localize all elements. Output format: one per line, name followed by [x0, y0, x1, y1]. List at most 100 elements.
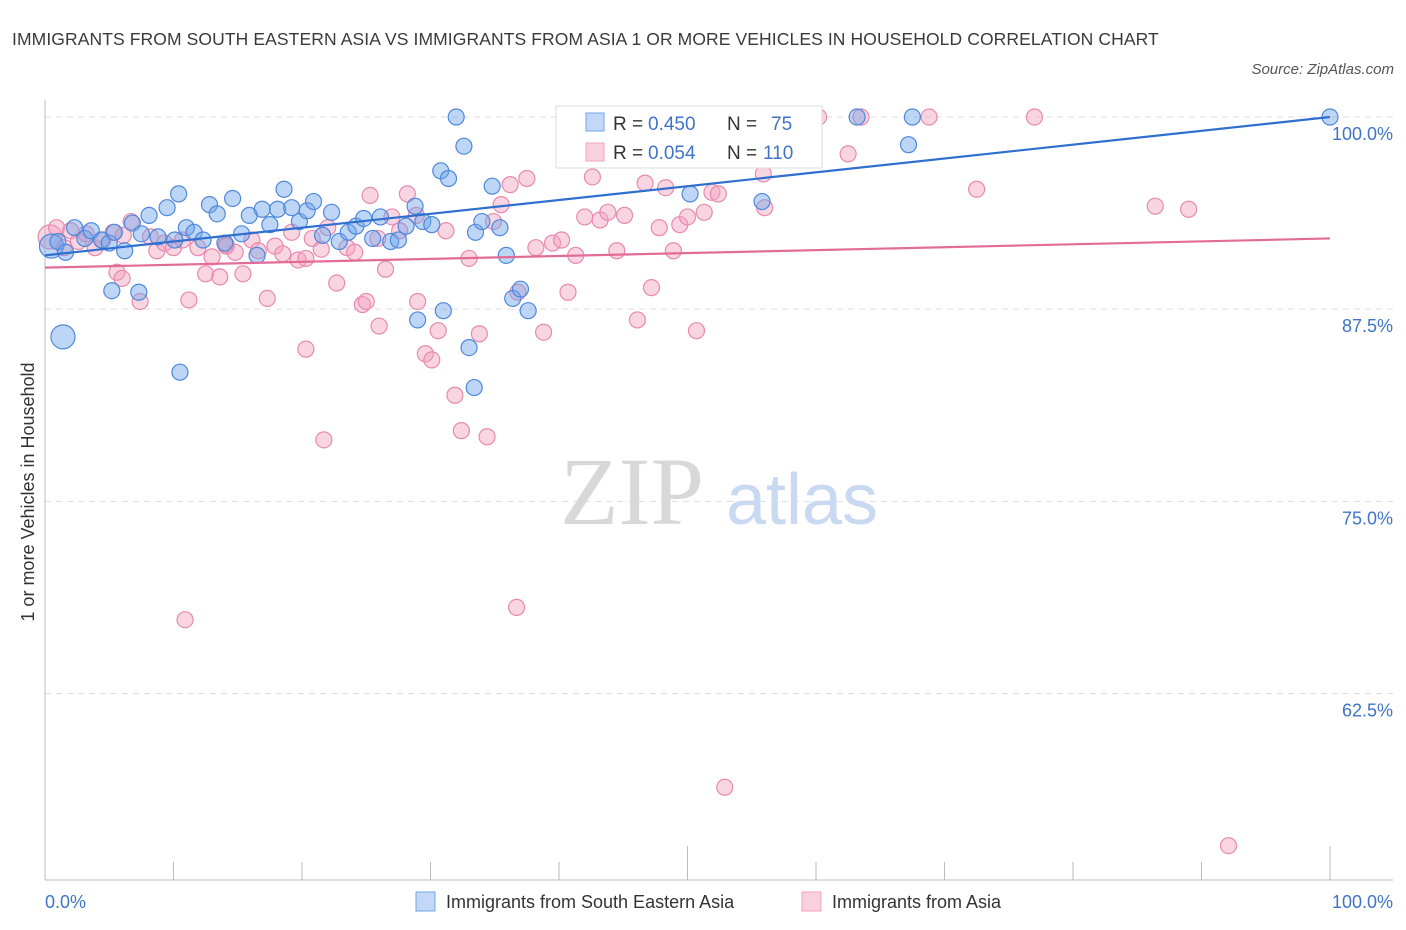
sea-point	[447, 108, 465, 126]
watermark-zip: ZIP	[560, 438, 704, 545]
sea-point	[406, 197, 424, 215]
asia-point	[452, 422, 470, 440]
sea-point	[439, 169, 458, 188]
asia-point	[920, 108, 938, 126]
axes	[44, 100, 1393, 881]
sea-point	[140, 206, 158, 224]
sea-point	[298, 202, 316, 220]
sea-point	[397, 217, 415, 235]
stats-pink-r: 0.054	[648, 143, 696, 164]
asia-point	[695, 203, 713, 221]
sea-point	[414, 212, 432, 231]
asia-point	[361, 186, 379, 205]
y-tick-labels: 100.0% 87.5% 75.0% 62.5%	[1332, 124, 1393, 721]
trend-line-asia	[44, 237, 1331, 269]
asia-point	[518, 169, 536, 188]
asia-point	[501, 176, 519, 194]
asia-point	[297, 249, 315, 268]
asia-point	[852, 108, 870, 126]
asia-point	[429, 322, 447, 340]
sea-point	[491, 219, 509, 237]
sea-point	[434, 302, 452, 320]
asia-point	[437, 222, 455, 240]
sea-point	[460, 339, 478, 357]
asia-point	[1025, 108, 1044, 126]
asia-point	[211, 268, 229, 286]
asia-point	[423, 351, 441, 369]
stats-blue-r: 0.450	[648, 114, 696, 135]
sea-point	[355, 209, 373, 228]
asia-point	[312, 240, 330, 258]
y-tick-label: 62.5%	[1342, 701, 1393, 721]
asia-point	[527, 239, 545, 257]
asia-point	[376, 260, 395, 278]
sea-point	[753, 192, 771, 211]
asia-point	[203, 248, 221, 266]
sea-point	[304, 192, 323, 211]
sea-point	[158, 199, 176, 217]
sea-point	[132, 225, 150, 243]
asia-point	[664, 242, 682, 260]
legend: Immigrants from South Eastern Asia Immig…	[415, 891, 1002, 912]
y-tick-label: 87.5%	[1342, 316, 1393, 336]
asia-point	[678, 208, 697, 226]
stats-pink-n: 110	[763, 143, 793, 164]
asia-point	[37, 224, 63, 250]
series-asia-points	[37, 108, 1238, 855]
sea-point	[65, 219, 84, 237]
sea-point	[170, 185, 188, 203]
sea-point	[455, 137, 473, 155]
sea-point	[149, 228, 167, 246]
sea-point	[899, 136, 918, 154]
legend-label-sea: Immigrants from South Eastern Asia	[446, 892, 735, 912]
sea-point	[497, 246, 515, 264]
asia-point	[583, 168, 602, 186]
legend-swatch-asia	[801, 891, 822, 912]
asia-point	[642, 279, 661, 297]
x-tick-label-right: 100.0%	[1332, 892, 1393, 912]
asia-point	[258, 289, 276, 308]
asia-point	[446, 386, 464, 404]
sea-point	[171, 363, 189, 381]
asia-point	[197, 265, 215, 283]
asia-point	[297, 340, 315, 358]
asia-point	[839, 145, 857, 163]
legend-swatch-sea	[415, 891, 436, 912]
sea-point	[511, 280, 530, 298]
sea-point	[473, 212, 491, 231]
y-tick-label: 100.0%	[1332, 124, 1393, 144]
chart-title: IMMIGRANTS FROM SOUTH EASTERN ASIA VS IM…	[12, 29, 1159, 49]
watermark: ZIP atlas	[560, 438, 878, 545]
sea-point	[313, 226, 332, 244]
sea-point	[409, 311, 427, 329]
stats-blue-r-label: R =	[613, 114, 648, 135]
stats-blue-n-label: N =	[727, 114, 762, 135]
asia-point	[176, 611, 194, 629]
asia-point	[615, 206, 634, 224]
stats-pink-n-label: N =	[727, 143, 762, 164]
asia-point	[559, 283, 577, 301]
asia-point	[370, 317, 388, 335]
trend-line-sea	[44, 115, 1331, 257]
trend-lines	[44, 115, 1331, 269]
sea-point	[103, 282, 121, 300]
asia-point	[328, 274, 346, 292]
sea-point	[681, 185, 699, 203]
asia-point	[369, 229, 387, 248]
sea-point	[848, 108, 866, 126]
asia-point	[608, 242, 626, 260]
asia-point	[636, 174, 654, 192]
asia-point	[534, 323, 553, 341]
asia-point	[274, 245, 292, 263]
watermark-atlas: atlas	[726, 460, 878, 540]
asia-point	[968, 180, 986, 198]
asia-point	[113, 269, 131, 288]
stats-swatch-pink	[585, 142, 605, 162]
stats-blue-n: 75	[771, 114, 792, 135]
asia-point	[709, 185, 727, 203]
asia-point	[470, 325, 488, 343]
asia-point	[1146, 197, 1164, 215]
asia-point	[543, 234, 562, 252]
y-tick-label: 75.0%	[1342, 508, 1393, 528]
